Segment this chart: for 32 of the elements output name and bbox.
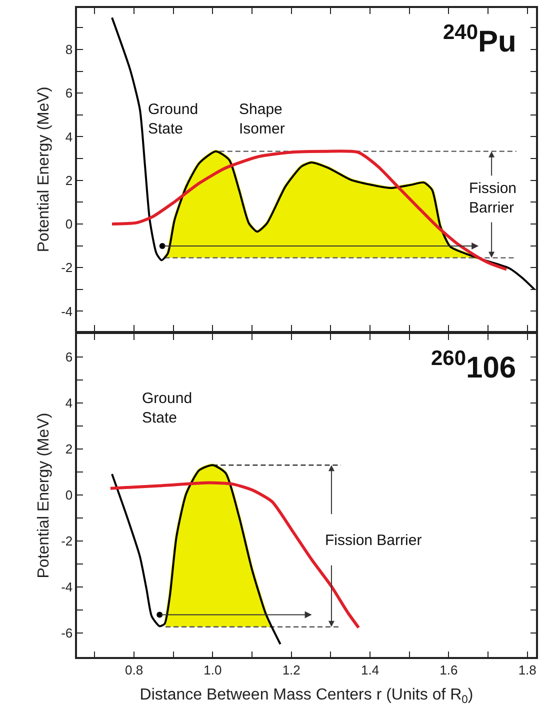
y-tick-label: 2: [65, 172, 73, 188]
y-tick-label: -6: [61, 625, 73, 640]
y-tick-label: 2: [65, 442, 73, 457]
x-axis-title: Distance Between Mass Centers r (Units of R$_{0}$): [140, 686, 474, 706]
y-tick-label: 8: [65, 42, 73, 57]
y-tick-label: -4: [61, 579, 73, 594]
x-tick-label: 1.6: [440, 662, 458, 678]
text: $^{260}$106: [431, 347, 516, 385]
line-series: [111, 16, 536, 290]
x-tick-label: 1.8: [518, 662, 536, 678]
y-axis-title: Potential Energy (MeV): [35, 86, 52, 252]
y-tick-label: 6: [65, 86, 73, 101]
y-tick-label: 0: [65, 216, 73, 232]
annotation: Ground State: [142, 390, 192, 426]
x-tick-label: 1.4: [360, 662, 380, 678]
y-tick-label: 4: [65, 396, 73, 411]
y-tick-label: 6: [65, 350, 73, 365]
y-tick-label: -2: [61, 534, 73, 549]
y-tick-label: 4: [65, 129, 73, 144]
y-tick-label: 0: [65, 488, 73, 503]
annotation: Ground State: [148, 101, 198, 138]
x-tick-label: 1.0: [204, 662, 222, 678]
annotation: Shape Isomer: [239, 101, 285, 138]
y-tick-label: -2: [61, 260, 73, 276]
annotation: Fission Barrier: [325, 532, 422, 549]
x-tick-label: 0.8: [124, 662, 144, 678]
y-axis-title: Potential Energy (MeV): [35, 412, 52, 578]
annotation: Fission Barrier: [469, 180, 517, 216]
x-tick-label: 1.2: [282, 662, 300, 678]
line-series: [111, 464, 282, 646]
text: $^{240}$Pu: [443, 21, 516, 59]
y-tick-label: -4: [61, 304, 73, 319]
